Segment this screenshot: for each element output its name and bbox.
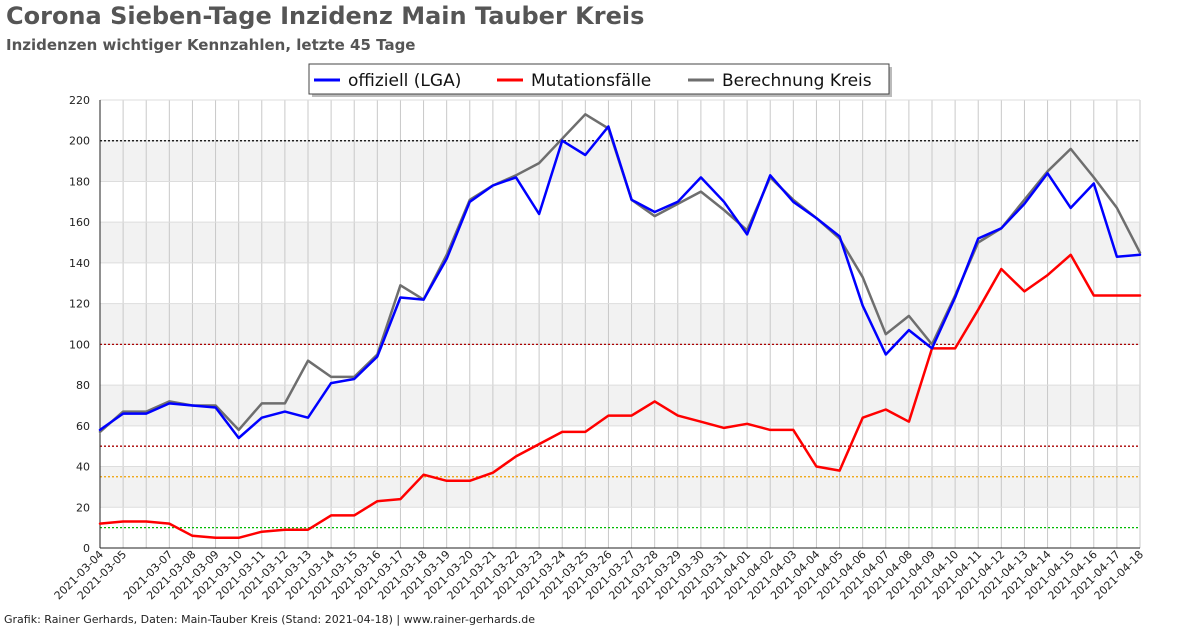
y-tick-label: 180 bbox=[69, 175, 90, 188]
footer-credit: Grafik: Rainer Gerhards, Daten: Main-Tau… bbox=[4, 613, 536, 626]
legend-box bbox=[308, 63, 890, 95]
x-tick-labels: 2021-03-042021-03-052021-03-072021-03-08… bbox=[52, 548, 1146, 602]
chart-subtitle: Inzidenzen wichtiger Kennzahlen, letzte … bbox=[6, 36, 416, 54]
y-tick-label: 120 bbox=[69, 298, 90, 311]
grid-band bbox=[100, 385, 1140, 426]
grid-bands bbox=[100, 140, 1140, 508]
vertical-gridlines bbox=[99, 100, 1141, 548]
reference-lines bbox=[100, 140, 1140, 529]
series-line bbox=[98, 253, 1142, 540]
y-tick-label: 40 bbox=[76, 461, 90, 474]
y-tick-label: 100 bbox=[69, 338, 90, 351]
y-tick-label: 200 bbox=[69, 135, 90, 148]
legend: offiziell (LGA) Mutationsfälle Berechnung … bbox=[308, 63, 892, 97]
series-lines bbox=[98, 113, 1142, 540]
y-tick-label: 20 bbox=[76, 501, 90, 514]
y-tick-label: 160 bbox=[69, 216, 90, 229]
y-tick-label: 140 bbox=[69, 257, 90, 270]
y-tick-label: 80 bbox=[76, 379, 90, 392]
axes bbox=[99, 100, 1140, 549]
y-tick-label: 0 bbox=[83, 542, 90, 555]
grid-band bbox=[100, 466, 1140, 508]
grid-band bbox=[100, 222, 1140, 263]
legend-label: Berechnung Kreis bbox=[722, 71, 872, 91]
legend-label: Mutationsfälle bbox=[531, 71, 651, 91]
grid-band bbox=[100, 303, 1140, 345]
y-tick-labels: 0 20 40 60 80 100 120 140 160 180 200 220 bbox=[69, 94, 90, 555]
legend-label: offiziell (LGA) bbox=[348, 71, 461, 91]
series-line bbox=[98, 125, 1142, 440]
chart-title: Corona Sieben-Tage Inzidenz Main Tauber … bbox=[6, 2, 645, 30]
y-tick-label: 220 bbox=[69, 94, 90, 107]
y-tick-label: 60 bbox=[76, 420, 90, 433]
